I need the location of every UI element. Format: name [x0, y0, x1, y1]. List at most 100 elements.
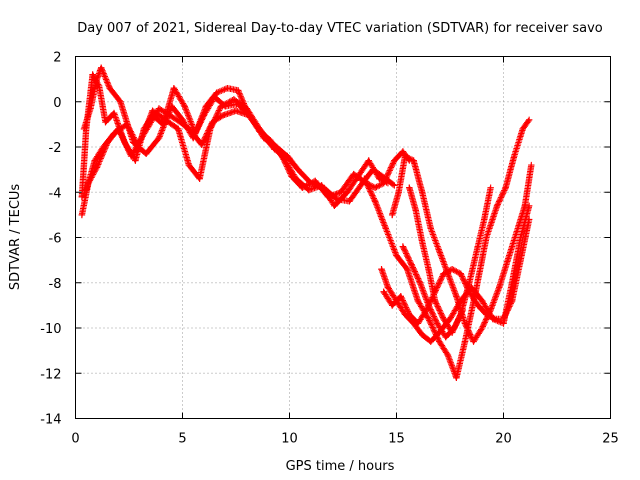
data-point [401, 152, 409, 160]
data-point [211, 94, 218, 101]
data-point [102, 118, 109, 126]
marker-trail [406, 184, 494, 336]
data-point [418, 331, 426, 338]
data-point [382, 175, 389, 182]
y-tick-label: 0 [53, 96, 61, 111]
data-point [493, 202, 501, 210]
data-point [209, 118, 216, 126]
data-point [371, 184, 379, 191]
data-point [198, 141, 205, 148]
data-point [87, 105, 94, 112]
data-point [354, 173, 362, 180]
data-point [440, 315, 447, 323]
data-point [273, 143, 280, 151]
data-point [260, 134, 268, 142]
data-point [346, 198, 353, 205]
data-point [337, 189, 345, 196]
data-point [451, 324, 458, 332]
data-point [369, 166, 377, 173]
data-point [418, 238, 426, 246]
data-point [110, 109, 118, 117]
data-point [504, 256, 511, 264]
data-point [391, 182, 398, 189]
data-point [196, 175, 203, 182]
data-point [130, 139, 137, 146]
data-point [93, 75, 101, 83]
data-point [474, 302, 482, 309]
data-point [391, 157, 398, 164]
data-point [190, 134, 197, 142]
data-point [414, 320, 422, 327]
data-point [393, 252, 400, 259]
data-point [425, 265, 432, 273]
data-point [474, 243, 482, 250]
data-point [461, 320, 469, 327]
data-point [496, 284, 503, 291]
data-point [466, 279, 473, 286]
y-tick-label: -2 [49, 141, 62, 156]
data-point [457, 270, 464, 277]
data-point [185, 161, 193, 169]
data-point [292, 175, 300, 182]
data-point [487, 306, 494, 314]
data-point [470, 338, 477, 345]
data-point [232, 107, 240, 114]
data-point [525, 216, 533, 223]
y-tick-label: -4 [49, 186, 62, 201]
series-track-9 [406, 184, 494, 336]
data-point [406, 311, 413, 318]
data-point [181, 103, 188, 110]
data-point [425, 302, 432, 309]
data-point [461, 338, 469, 345]
data-point [142, 150, 150, 157]
axes: 0 5 10 15 20 25 -14 -12 -10 -8 -6 -4 -2 0 2 [40, 51, 619, 447]
y-tick-label: -10 [40, 322, 61, 337]
data-point [91, 157, 98, 164]
data-point [408, 261, 415, 268]
data-point [200, 112, 208, 119]
series-track-8 [389, 152, 535, 345]
data-point [350, 170, 357, 178]
data-point [517, 234, 524, 241]
data-point [446, 315, 454, 323]
data-point [406, 184, 413, 191]
data-point [307, 180, 315, 187]
data-point [234, 87, 242, 94]
data-point [179, 116, 186, 124]
data-point [110, 130, 118, 137]
data-point [89, 71, 96, 78]
data-point [219, 112, 227, 119]
data-point [508, 279, 516, 286]
x-tick-label: 15 [388, 432, 405, 447]
data-point [155, 134, 163, 142]
data-point [481, 216, 488, 223]
data-points [78, 64, 535, 381]
data-point [453, 293, 460, 300]
data-point [410, 157, 417, 164]
data-point [286, 155, 293, 162]
data-point [333, 195, 340, 203]
x-axis-title: GPS time / hours [286, 459, 395, 474]
data-point [222, 103, 229, 110]
data-point [282, 157, 289, 164]
data-point [431, 297, 439, 305]
data-point [478, 324, 486, 332]
data-point [344, 189, 351, 196]
data-point [80, 125, 88, 133]
y-tick-label: 2 [53, 51, 61, 66]
data-point [395, 189, 402, 196]
data-point [361, 175, 368, 182]
data-point [459, 306, 467, 314]
data-point [213, 89, 220, 96]
data-point [168, 103, 175, 110]
data-point [106, 84, 113, 92]
x-tick-label: 25 [602, 432, 619, 447]
data-point [155, 105, 163, 112]
series-track-4 [80, 64, 293, 162]
data-point [170, 84, 178, 92]
data-point [491, 315, 499, 323]
data-point [97, 64, 105, 72]
data-point [521, 202, 529, 210]
x-tick-label: 0 [71, 432, 79, 447]
